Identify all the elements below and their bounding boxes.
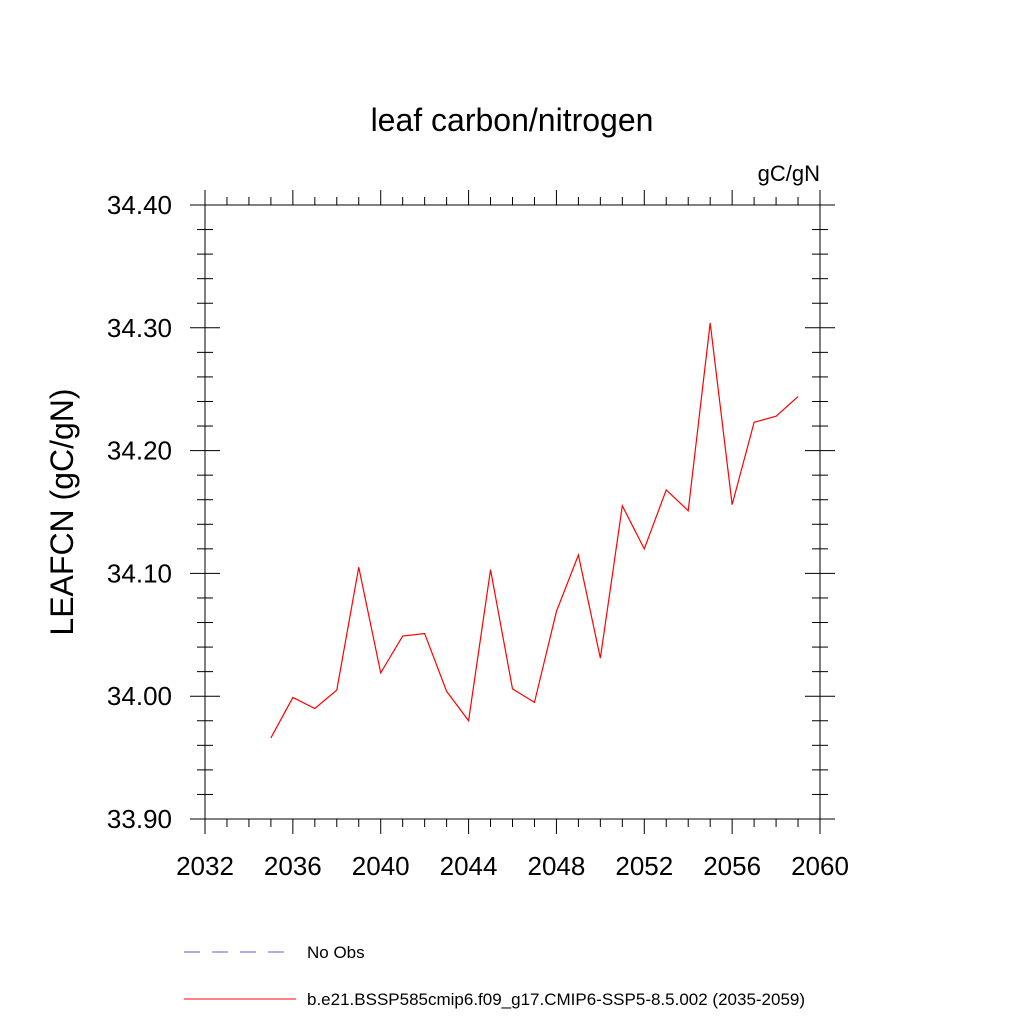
axis-ticks (190, 190, 835, 834)
x-tick-label: 2040 (352, 851, 410, 881)
legend: No Obs b.e21.BSSP585cmip6.f09_g17.CMIP6-S… (184, 943, 805, 1009)
legend-label-1: b.e21.BSSP585cmip6.f09_g17.CMIP6-SSP5-8.… (307, 990, 805, 1009)
x-tick-label: 2032 (176, 851, 234, 881)
series-lines (270, 322, 799, 739)
x-tick-label: 2048 (528, 851, 586, 881)
y-tick-label: 34.40 (107, 190, 172, 220)
x-tick-label: 2056 (703, 851, 761, 881)
y-tick-label: 33.90 (107, 804, 172, 834)
series-line-1 (270, 322, 799, 739)
legend-label-0: No Obs (307, 943, 365, 962)
y-tick-label: 34.30 (107, 313, 172, 343)
x-tick-labels: 2032 2036 2040 2044 2048 2052 2056 2060 (176, 851, 849, 881)
chart-title: leaf carbon/nitrogen (371, 102, 654, 138)
x-tick-label: 2044 (440, 851, 498, 881)
y-tick-label: 34.10 (107, 558, 172, 588)
y-tick-labels: 33.90 34.00 34.10 34.20 34.30 34.40 (107, 190, 172, 834)
y-tick-label: 34.00 (107, 681, 172, 711)
units-label: gC/gN (758, 161, 820, 186)
y-tick-label: 34.20 (107, 436, 172, 466)
x-tick-label: 2060 (791, 851, 849, 881)
plot-frame (204, 204, 821, 820)
x-tick-label: 2036 (264, 851, 322, 881)
y-axis-label: LEAFCN (gC/gN) (44, 388, 80, 635)
x-tick-label: 2052 (615, 851, 673, 881)
